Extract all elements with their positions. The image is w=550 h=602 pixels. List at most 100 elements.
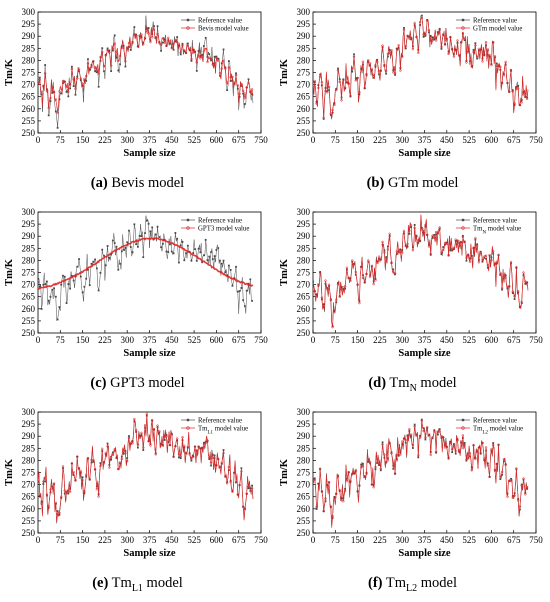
reference-point xyxy=(422,427,425,430)
model-point xyxy=(354,79,358,82)
legend-marker xyxy=(186,426,190,430)
reference-point xyxy=(58,98,61,101)
x-tick-label: 600 xyxy=(210,535,224,545)
model-point xyxy=(170,46,174,50)
model-point xyxy=(383,453,386,456)
y-tick-label: 265 xyxy=(297,92,311,102)
model-point xyxy=(518,304,522,308)
reference-point xyxy=(440,253,443,256)
x-tick-label: 75 xyxy=(56,135,66,145)
model-point xyxy=(313,79,316,83)
reference-point xyxy=(190,259,193,262)
reference-point xyxy=(203,45,205,47)
model-point xyxy=(461,235,465,238)
model-point xyxy=(342,499,345,503)
y-tick-label: 270 xyxy=(297,280,311,290)
reference-point xyxy=(385,256,388,259)
model-point xyxy=(404,438,407,442)
model-point xyxy=(392,271,395,274)
reference-point xyxy=(87,58,89,61)
model-point xyxy=(143,424,147,427)
model-point xyxy=(104,54,107,57)
model-point xyxy=(315,102,318,105)
model-point xyxy=(326,288,329,291)
model-point xyxy=(70,67,74,71)
y-tick-label: 275 xyxy=(22,268,36,278)
reference-point xyxy=(192,252,195,254)
model-point xyxy=(117,59,120,63)
caption-suffix: model xyxy=(416,375,457,391)
reference-point xyxy=(124,65,127,68)
reference-point xyxy=(156,225,159,228)
model-point xyxy=(500,287,504,290)
model-point xyxy=(42,480,45,483)
x-tick-label: 525 xyxy=(462,135,476,145)
model-point xyxy=(374,279,377,282)
model-point xyxy=(372,485,375,489)
model-point xyxy=(76,77,79,80)
model-point xyxy=(209,57,213,61)
reference-point xyxy=(176,36,179,38)
model-point xyxy=(516,499,520,502)
reference-point xyxy=(97,289,100,292)
reference-point xyxy=(210,59,212,62)
reference-point xyxy=(349,95,352,98)
model-point xyxy=(361,60,365,63)
reference-point xyxy=(101,248,104,251)
model-point xyxy=(86,62,90,65)
model-point xyxy=(459,41,463,44)
reference-point xyxy=(103,461,105,463)
reference-point xyxy=(419,240,421,243)
model-point xyxy=(488,53,491,57)
reference-point xyxy=(133,26,136,29)
reference-point xyxy=(322,117,325,120)
model-point xyxy=(111,453,115,457)
reference-point xyxy=(479,250,482,253)
model-point xyxy=(167,36,170,39)
model-point xyxy=(43,477,47,480)
model-point xyxy=(406,34,409,37)
model-point xyxy=(240,470,243,473)
caption-subscript: N xyxy=(409,382,417,394)
reference-point xyxy=(46,280,48,283)
y-tick-label: 300 xyxy=(22,7,36,17)
x-tick-label: 525 xyxy=(462,535,476,545)
reference-point xyxy=(226,274,229,277)
reference-point xyxy=(67,283,70,286)
model-point xyxy=(81,478,84,482)
reference-point xyxy=(247,487,250,490)
reference-point xyxy=(67,492,70,495)
y-tick-label: 280 xyxy=(22,55,36,65)
y-tick-label: 290 xyxy=(297,231,311,241)
y-tick-label: 260 xyxy=(297,304,311,314)
model-point xyxy=(192,455,195,459)
model-point xyxy=(47,504,50,507)
reference-point xyxy=(72,85,75,88)
x-tick-label: 600 xyxy=(485,135,499,145)
reference-point xyxy=(378,464,380,467)
model-point xyxy=(468,260,472,263)
reference-point xyxy=(44,283,47,286)
model-point xyxy=(463,443,466,447)
model-point xyxy=(359,466,363,469)
model-point xyxy=(318,467,322,470)
model-point xyxy=(484,254,488,257)
model-point xyxy=(245,492,248,495)
caption-suffix: model xyxy=(142,575,183,591)
model-point xyxy=(465,256,468,260)
reference-point xyxy=(158,236,161,239)
reference-point xyxy=(413,224,416,226)
model-point xyxy=(376,60,379,64)
reference-point xyxy=(410,38,413,41)
reference-point xyxy=(169,243,171,246)
reference-point xyxy=(51,91,54,94)
reference-point xyxy=(106,47,109,50)
model-point xyxy=(195,61,198,64)
model-point xyxy=(158,429,161,433)
model-point xyxy=(142,446,145,449)
model-point xyxy=(352,55,356,58)
model-point xyxy=(442,248,445,252)
model-point xyxy=(474,236,477,240)
model-point xyxy=(220,67,223,70)
